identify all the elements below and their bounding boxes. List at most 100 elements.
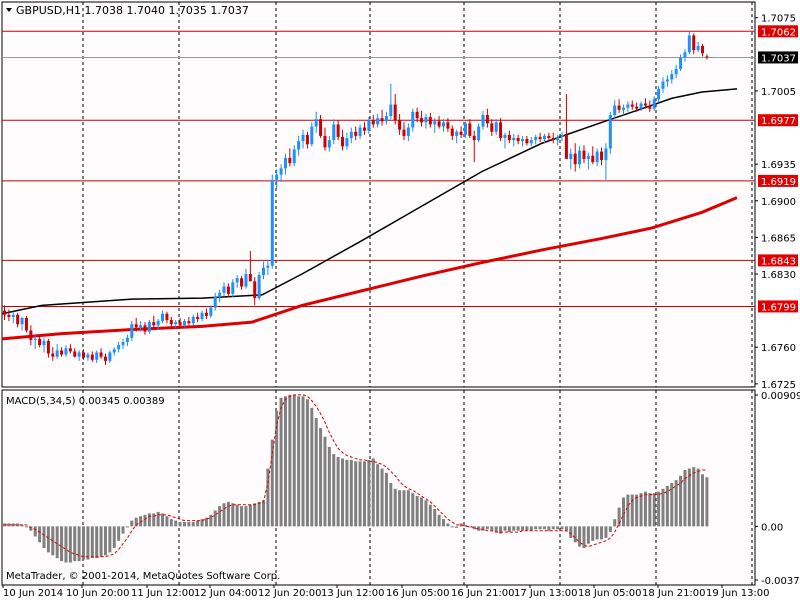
candle <box>182 318 186 328</box>
macd-bar <box>182 522 186 527</box>
candle-body <box>679 57 683 69</box>
macd-bar <box>586 526 590 544</box>
candle-body <box>463 123 467 135</box>
candle <box>600 147 604 166</box>
candle <box>33 333 37 350</box>
candle-body <box>569 153 573 159</box>
candle <box>90 351 94 362</box>
candle-body <box>494 122 498 132</box>
macd-bar <box>99 526 103 557</box>
price-tick-label: 1.6830 <box>761 270 796 281</box>
candle-body <box>178 322 182 326</box>
time-tick-label: 18 Jun 21:00 <box>642 588 706 599</box>
candle-body <box>292 149 296 164</box>
candle-body <box>613 105 617 115</box>
candle-body <box>213 297 217 308</box>
macd-bar <box>551 526 555 530</box>
candle <box>358 124 362 140</box>
candle <box>38 334 42 348</box>
candle <box>367 117 371 134</box>
price-tick-label: 1.6725 <box>761 380 796 391</box>
candle-body <box>64 348 68 355</box>
candle-body <box>117 345 121 350</box>
candle-body <box>336 124 340 137</box>
candle <box>139 321 143 332</box>
macd-bar <box>218 506 222 527</box>
candle-body <box>204 312 208 316</box>
candle <box>529 136 533 147</box>
macd-tick-label: 0.00 <box>761 522 783 533</box>
candle <box>187 316 191 326</box>
candle-body <box>130 324 134 338</box>
collapse-triangle-icon[interactable] <box>6 8 12 12</box>
candle <box>516 134 520 145</box>
macd-bar <box>204 517 208 527</box>
macd-bar <box>661 488 665 527</box>
macd-bar <box>55 526 59 559</box>
macd-bar <box>38 526 42 543</box>
macd-bar <box>446 523 450 527</box>
macd-bar <box>174 520 178 527</box>
candle <box>617 99 621 113</box>
macd-bar <box>389 483 393 527</box>
candle <box>450 125 454 141</box>
candle-body <box>516 138 520 142</box>
candle <box>82 349 86 360</box>
candle-body <box>657 88 661 100</box>
candle <box>143 322 147 335</box>
candle-body <box>564 134 568 159</box>
candle-body <box>253 281 257 299</box>
macd-bar <box>617 507 621 527</box>
price-panel[interactable] <box>1 1 756 388</box>
candle-body <box>231 282 235 294</box>
macd-signal-line <box>4 394 707 558</box>
macd-bar <box>402 490 406 527</box>
candle <box>213 292 217 311</box>
candle <box>262 261 266 280</box>
price-axis: 1.7075 1.7005 1.6935 1.6900 1.6865 1.6830 1.67… <box>755 14 798 391</box>
macd-bar <box>415 496 419 527</box>
candle-body <box>99 352 103 357</box>
candle-body <box>595 151 599 163</box>
candle <box>652 96 656 111</box>
macd-bar <box>240 506 244 527</box>
candle-body <box>248 274 252 282</box>
candle-body <box>674 68 678 75</box>
candle <box>643 98 647 109</box>
macd-bar <box>516 526 520 531</box>
candle-body <box>161 313 165 322</box>
candle <box>305 131 309 149</box>
level-price-tag: 1.6919 <box>758 174 798 188</box>
candle <box>683 49 687 62</box>
candle <box>231 279 235 298</box>
candle <box>130 321 134 341</box>
candle <box>270 174 274 269</box>
candle <box>279 164 283 182</box>
macd-bar <box>169 519 173 527</box>
candle <box>433 118 437 133</box>
macd-bar <box>231 503 235 527</box>
candle <box>472 130 476 163</box>
candle-body <box>354 131 358 136</box>
candle-body <box>586 155 590 159</box>
candle <box>200 310 204 322</box>
candle-body <box>51 353 55 357</box>
candle <box>46 338 50 358</box>
price-tick-label: 1.7075 <box>761 14 796 25</box>
candle-body <box>604 148 608 160</box>
candle-body <box>665 79 669 82</box>
candle-body <box>477 126 481 141</box>
candle <box>156 318 160 330</box>
candle-body <box>262 267 266 276</box>
candle <box>354 126 358 141</box>
candle <box>29 325 33 346</box>
level-tag-label: 1.6799 <box>761 302 796 313</box>
macd-bar <box>139 516 143 527</box>
macd-bar <box>472 526 476 530</box>
macd-bar <box>226 501 230 527</box>
candle-body <box>240 278 244 287</box>
candle <box>705 54 709 60</box>
macd-bar <box>7 523 11 527</box>
macd-bar <box>275 410 279 527</box>
